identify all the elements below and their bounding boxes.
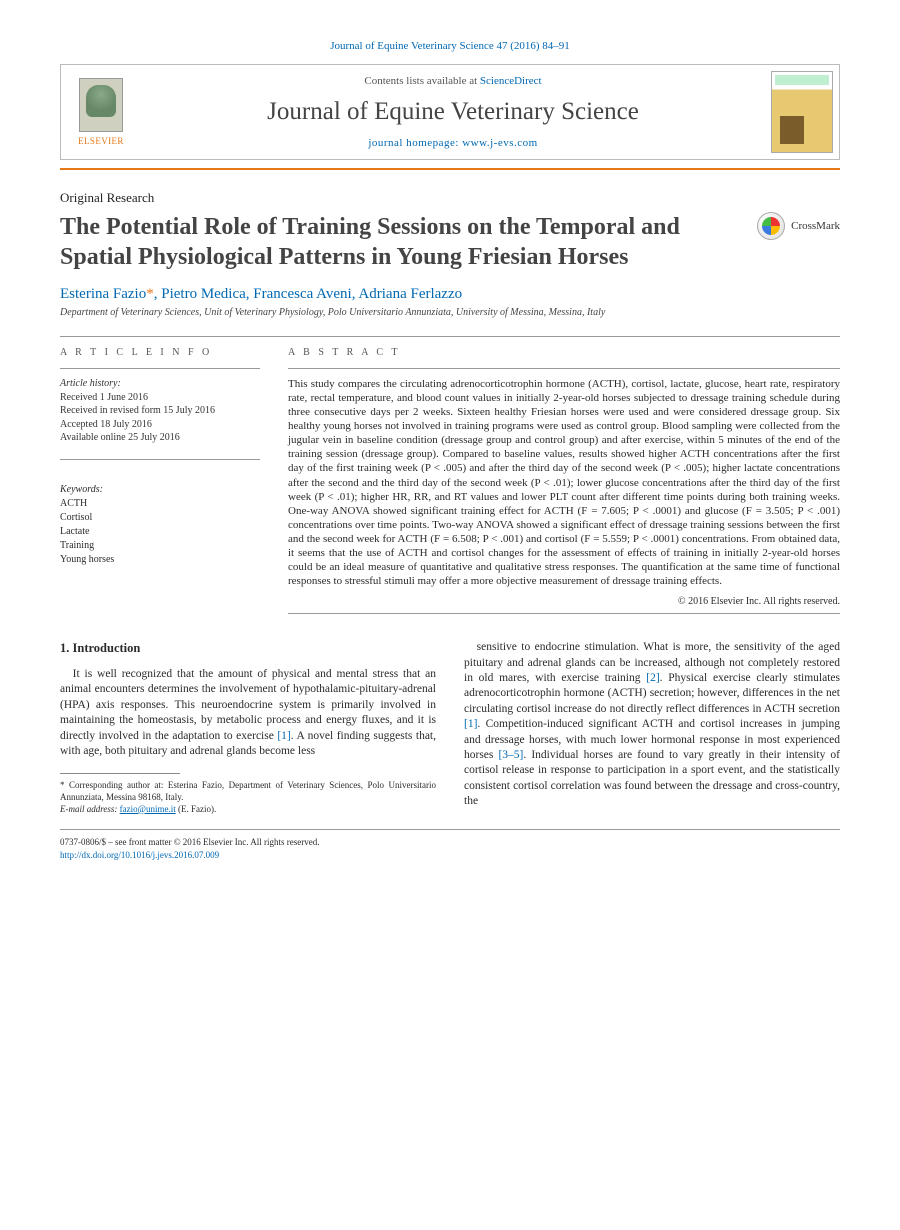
crossmark-badge[interactable]: CrossMark: [757, 212, 840, 240]
journal-cover-icon: [771, 71, 833, 153]
page-footer: 0737-0806/$ – see front matter © 2016 El…: [60, 829, 840, 860]
running-header: Journal of Equine Veterinary Science 47 …: [60, 40, 840, 52]
rule-abstract-bottom: [288, 613, 840, 614]
author-3: Francesca Aveni: [253, 286, 351, 302]
ref-link[interactable]: [3–5]: [498, 749, 523, 761]
abstract-copyright: © 2016 Elsevier Inc. All rights reserved…: [288, 596, 840, 607]
rule-above-info: [60, 336, 840, 337]
section-head-intro: 1. Introduction: [60, 640, 436, 657]
keyword: ACTH: [60, 497, 260, 511]
corresponding-footnote: * Corresponding author at: Esterina Fazi…: [60, 780, 436, 815]
abstract-head: A B S T R A C T: [288, 347, 840, 358]
history-revised: Received in revised form 15 July 2016: [60, 404, 260, 418]
rule-abstract: [288, 368, 840, 369]
article-title: The Potential Role of Training Sessions …: [60, 212, 741, 272]
author-1: Esterina Fazio: [60, 286, 146, 302]
article-history: Article history: Received 1 June 2016 Re…: [60, 377, 260, 445]
ref-link[interactable]: [1]: [277, 730, 290, 742]
homepage-label: journal homepage:: [368, 137, 462, 149]
footnote-email-name: (E. Fazio).: [178, 804, 216, 814]
author-line: Esterina Fazio*, Pietro Medica, Francesc…: [60, 286, 840, 303]
rule-info-2: [60, 459, 260, 460]
ref-link[interactable]: [2]: [646, 672, 659, 684]
intro-p2-text: sensitive to endocrine stimulation. What…: [464, 641, 840, 807]
ref-link[interactable]: [1]: [464, 718, 477, 730]
keyword: Cortisol: [60, 511, 260, 525]
contents-lists-line: Contents lists available at ScienceDirec…: [153, 75, 753, 87]
author-2: Pietro Medica: [161, 286, 246, 302]
rule-info-1: [60, 368, 260, 369]
journal-name: Journal of Equine Veterinary Science: [153, 98, 753, 126]
intro-paragraph-1: It is well recognized that the amount of…: [60, 667, 436, 759]
elsevier-tree-icon: [79, 78, 123, 132]
journal-homepage: journal homepage: www.j-evs.com: [153, 137, 753, 149]
journal-header-box: ELSEVIER Contents lists available at Sci…: [60, 64, 840, 160]
intro-p1-text: It is well recognized that the amount of…: [60, 668, 436, 757]
keywords-list: ACTH Cortisol Lactate Training Young hor…: [60, 497, 260, 567]
orange-rule: [60, 168, 840, 170]
crossmark-icon: [757, 212, 785, 240]
keyword: Lactate: [60, 525, 260, 539]
author-4: Adriana Ferlazzo: [358, 286, 462, 302]
homepage-url[interactable]: www.j-evs.com: [462, 137, 537, 149]
journal-cover: [765, 65, 839, 159]
elsevier-logo: ELSEVIER: [61, 65, 141, 159]
elsevier-label: ELSEVIER: [78, 136, 124, 146]
footnote-email-label: E-mail address:: [60, 804, 117, 814]
intro-paragraph-2: sensitive to endocrine stimulation. What…: [464, 640, 840, 809]
footnote-separator: [60, 773, 180, 774]
keyword: Training: [60, 539, 260, 553]
body-two-column: 1. Introduction It is well recognized th…: [60, 640, 840, 815]
contents-prefix: Contents lists available at: [364, 75, 479, 87]
abstract-text: This study compares the circulating adre…: [288, 377, 840, 588]
keyword: Young horses: [60, 553, 260, 567]
crossmark-label: CrossMark: [791, 220, 840, 232]
footnote-corr: * Corresponding author at: Esterina Fazi…: [60, 780, 436, 803]
affiliation: Department of Veterinary Sciences, Unit …: [60, 307, 840, 318]
footer-doi-link[interactable]: http://dx.doi.org/10.1016/j.jevs.2016.07…: [60, 850, 219, 860]
history-online: Available online 25 July 2016: [60, 431, 260, 445]
footnote-email-link[interactable]: fazio@unime.it: [120, 804, 176, 814]
article-type: Original Research: [60, 190, 840, 206]
history-accepted: Accepted 18 July 2016: [60, 418, 260, 432]
corresponding-asterisk: *: [146, 286, 154, 302]
article-info-head: A R T I C L E I N F O: [60, 347, 260, 358]
footer-issn: 0737-0806/$ – see front matter © 2016 El…: [60, 836, 840, 848]
history-received: Received 1 June 2016: [60, 391, 260, 405]
keywords-label: Keywords:: [60, 484, 260, 495]
history-label: Article history:: [60, 377, 260, 391]
sciencedirect-link[interactable]: ScienceDirect: [480, 75, 542, 87]
